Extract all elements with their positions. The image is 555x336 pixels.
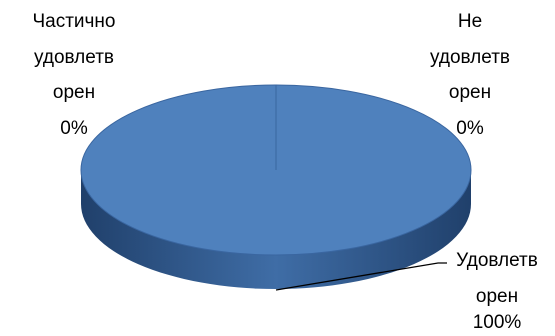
data-label-satisfied-line-2: орен <box>476 286 518 307</box>
data-label-not-line-1: Не <box>458 11 482 32</box>
data-label-satisfied-value: 100% <box>473 312 522 331</box>
data-label-partial-value: 0% <box>60 118 88 139</box>
data-label-not: Не удовлетв орен 0% <box>430 11 510 139</box>
data-label-partial-line-3: орен <box>53 82 95 103</box>
data-label-partial: Частично удовлетв орен 0% <box>32 11 115 139</box>
leader-line <box>275 262 447 291</box>
data-label-not-value: 0% <box>456 118 484 139</box>
data-label-partial-line-1: Частично <box>32 11 115 32</box>
pie-side-wall <box>81 170 471 289</box>
pie-body <box>80 84 472 289</box>
data-label-partial-line-2: удовлетв <box>34 47 114 68</box>
data-label-not-line-3: орен <box>449 82 491 103</box>
data-label-satisfied-line-1: Удовлетв <box>456 250 538 271</box>
data-label-not-line-2: удовлетв <box>430 47 510 68</box>
data-label-satisfied: Удовлетв орен 100% <box>456 250 538 333</box>
